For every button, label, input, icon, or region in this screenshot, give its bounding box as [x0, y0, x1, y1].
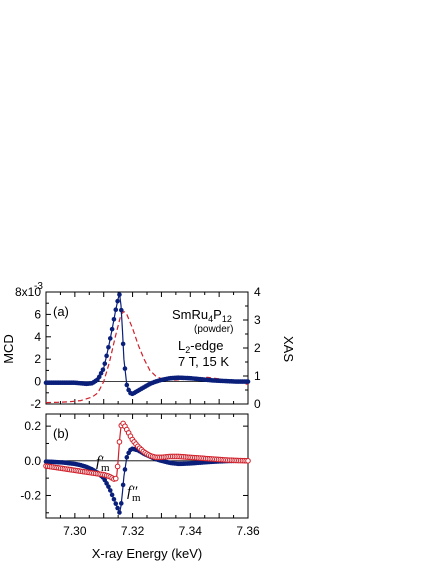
data-point: [118, 307, 124, 313]
data-point: [111, 316, 117, 322]
edge-sub: 2: [185, 345, 190, 355]
data-point: [104, 353, 109, 359]
data-point: [113, 307, 119, 313]
fdouble-label: f″ m: [127, 484, 141, 504]
x-tick-label: 7.34: [179, 524, 203, 538]
compound-sub2: 12: [222, 314, 232, 324]
data-point: [116, 439, 123, 445]
y2-tick-label: 3: [254, 313, 261, 327]
panel-b-series: [43, 420, 251, 515]
data-point: [106, 344, 111, 350]
panel-b-x-ticks: [45, 414, 249, 518]
fprime-label: f′ m: [96, 454, 110, 474]
y-tick-label: 2: [34, 352, 41, 366]
y-tick-label: 0: [34, 375, 41, 389]
edge-label: L2-edge: [178, 338, 224, 355]
data-point: [117, 510, 122, 515]
data-point: [117, 292, 122, 297]
data-point: [245, 379, 251, 384]
panel-a-x-ticks: [45, 292, 249, 404]
data-point: [111, 496, 117, 502]
y-tick-label: -0.2: [20, 488, 41, 502]
data-point: [115, 298, 120, 304]
data-point: [114, 463, 121, 470]
y-tick-label: 0.0: [24, 454, 41, 468]
fdouble-main: f: [127, 484, 133, 500]
x-axis-title: X-ray Energy (keV): [92, 546, 203, 561]
data-point: [115, 505, 120, 511]
data-point: [106, 484, 111, 489]
fprime-mark: ′: [100, 454, 104, 470]
compound-sub1: 4: [208, 314, 213, 324]
data-point: [112, 475, 119, 482]
data-point: [113, 501, 119, 506]
compound-note: (powder): [194, 324, 233, 335]
compound-main: SmRu: [172, 307, 208, 322]
data-point: [120, 482, 126, 488]
y2-tick-label: 0: [254, 397, 261, 411]
panel-a-label: (a): [53, 304, 69, 319]
data-point: [124, 455, 130, 460]
y2-tick-label: 2: [254, 341, 261, 355]
conditions-label: 7 T, 15 K: [178, 354, 229, 369]
y2-tick-label: 4: [254, 285, 261, 299]
data-point: [100, 367, 106, 372]
y-tick-label: -2: [30, 397, 41, 411]
data-point: [107, 336, 113, 341]
data-point: [122, 366, 128, 371]
data-point: [118, 501, 124, 506]
data-point: [109, 326, 115, 332]
data-point: [245, 458, 251, 464]
panel-a-ylabel-right: XAS: [281, 336, 296, 362]
y-tick-label: 6: [34, 307, 41, 321]
data-point: [109, 492, 115, 498]
x-tick-label: 7.32: [121, 524, 145, 538]
panel-b: -0.20.00.2 (b) f′ m f″ m: [20, 413, 251, 519]
fprime-main: f: [96, 454, 102, 470]
panel-a-right-ticks: 0 1 2 3 4: [243, 285, 261, 411]
x-tick-label: 7.30: [63, 524, 87, 538]
edge-main: L: [178, 338, 185, 353]
data-point: [124, 382, 130, 388]
y-tick-label: 8x10: [15, 285, 41, 299]
panel-a-ylabel-left: MCD: [1, 334, 16, 364]
panel-a-series: [43, 292, 251, 404]
fdouble-sub: m: [132, 492, 141, 504]
y2-tick-label: 1: [254, 369, 261, 383]
fprime-sub: m: [101, 462, 110, 474]
data-point: [102, 361, 108, 366]
data-point: [96, 374, 102, 380]
y-tick-label: 4: [34, 330, 41, 344]
data-point: [107, 488, 113, 493]
data-point: [98, 370, 104, 376]
fdouble-mark: ″: [131, 484, 138, 500]
data-point: [120, 341, 126, 347]
y-tick-label: 0.2: [24, 419, 41, 433]
compound-mid: P: [213, 307, 222, 322]
panel-b-label: (b): [53, 426, 69, 441]
edge-rest: -edge: [190, 338, 223, 353]
compound-label: SmRu4P12: [172, 307, 232, 324]
data-point: [122, 467, 128, 472]
x-tick-labels: 7.30 7.32 7.34 7.36: [63, 524, 260, 538]
panel-a-left-exponent: -3: [34, 281, 43, 292]
series-line: [45, 310, 249, 404]
x-tick-label: 7.36: [236, 524, 260, 538]
